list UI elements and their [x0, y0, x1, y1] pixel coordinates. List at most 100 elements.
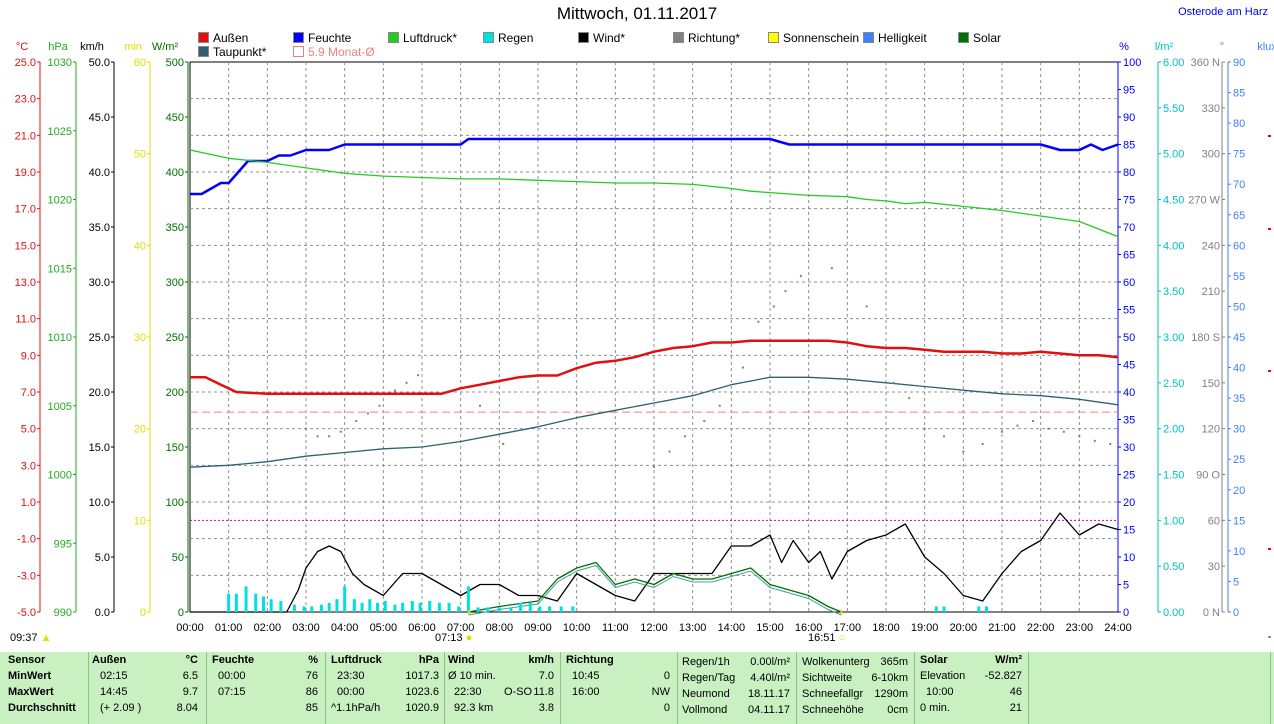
aussen-max-time: 14:45 [100, 686, 128, 698]
klux-tick-label: 60 [1233, 240, 1245, 252]
solar-column: Solar W/m² Elevation -52.827 10:00 46 0 min… [920, 652, 1024, 724]
kmh-tick-label: 0.0 [95, 607, 110, 619]
temp-tick-label: 25.0 [15, 57, 36, 69]
x-tick-label: 12:00 [640, 622, 668, 634]
klux-tick-label: 0 [1233, 607, 1239, 619]
luftdruck-max-time: 00:00 [337, 686, 365, 698]
hpa-tick-label: 1010 [48, 332, 72, 344]
feuchte-avg-value: 85 [305, 702, 318, 714]
temp-tick-label: 3.0 [21, 460, 36, 472]
wind-max-direction: O-SO [504, 686, 533, 698]
luftdruck-min-time: 23:30 [337, 670, 365, 682]
direction-point [479, 404, 481, 407]
kmh-axis-unit: km/h [80, 41, 104, 53]
solar-header: Solar [920, 654, 948, 666]
wm2-tick-label: 200 [166, 387, 184, 399]
stats-footer: Sensor MinWert MaxWert Durchschnitt Auße… [0, 652, 1274, 724]
taupunkt-series-line [189, 376, 1119, 468]
legend-label: Solar [973, 31, 1002, 45]
sunrise-marker [468, 610, 471, 614]
klux-tick-label: 10 [1233, 546, 1245, 558]
x-tick-label: 15:00 [756, 622, 784, 634]
solar-unit: W/m² [995, 654, 1022, 666]
legend-swatch [293, 46, 304, 57]
x-tick-label: 11:00 [602, 622, 629, 634]
legend-label: Wind* [593, 31, 626, 45]
kmh-tick-label: 50.0 [89, 57, 110, 69]
legend-swatch [768, 32, 779, 43]
direction-point [1093, 439, 1096, 442]
richtung-max-time: 16:00 [572, 686, 600, 698]
deg-tick-label: 60 [1208, 515, 1220, 527]
klux-tick-label: 70 [1233, 179, 1245, 191]
rain-bar [571, 606, 575, 612]
rain-bar [335, 599, 339, 612]
deg-tick-label: 150 [1202, 378, 1220, 390]
kmh-tick-label: 10.0 [89, 497, 110, 509]
schneehoehe-label: Schneehöhe [802, 704, 864, 716]
feuchte-max-time: 07:15 [218, 686, 246, 698]
klux-tick-label: 25 [1233, 454, 1245, 466]
rain-bar [227, 593, 231, 612]
temp-tick-label: -1.0 [17, 534, 36, 546]
direction-point [502, 442, 505, 445]
wolken-column: Wolkenunterg 365m Sichtweite 6-10km Schnee… [802, 652, 910, 724]
direction-point [718, 404, 721, 407]
direction-point [1031, 420, 1034, 423]
pct-tick-label: 25 [1123, 470, 1135, 482]
rain-bar [292, 604, 296, 612]
lm2-tick-label: 5.00 [1163, 149, 1184, 161]
rain-bar [447, 602, 451, 612]
direction-point [923, 427, 926, 430]
legend-item: Außen [198, 31, 248, 45]
rain-bar [254, 593, 258, 612]
sunset-marker [840, 610, 843, 614]
x-tick-label: 10:00 [563, 622, 591, 634]
pct-tick-label: 5 [1123, 580, 1129, 592]
wind-header: Wind [448, 654, 475, 666]
rain-bar [360, 602, 364, 612]
temp-tick-label: -5.0 [17, 607, 36, 619]
feuchte-min-value: 76 [305, 670, 318, 682]
rain-bar [457, 606, 461, 612]
hpa-axis-unit: hPa [48, 41, 68, 53]
temp-tick-label: 19.0 [15, 167, 36, 179]
rain-bar [234, 593, 238, 612]
regen-tag-label: Regen/Tag [682, 672, 736, 684]
x-tick-label: 16:00 [795, 622, 823, 634]
klux-tick-label: 30 [1233, 424, 1245, 436]
luftdruck-series-line [189, 149, 1119, 238]
wm2-tick-label: 350 [166, 222, 184, 234]
wm2-tick-label: 450 [166, 112, 184, 124]
pct-tick-label: 35 [1123, 415, 1135, 427]
legend-swatch [198, 32, 209, 43]
pct-tick-label: 0 [1123, 607, 1129, 619]
direction-point [865, 305, 868, 308]
x-tick-label: 14:00 [718, 622, 746, 634]
rain-bar [934, 606, 938, 612]
pct-tick-label: 100 [1123, 57, 1141, 69]
deg-tick-label: 300 [1202, 149, 1220, 161]
rain-bar [548, 606, 552, 612]
legend-label: Luftdruck* [403, 31, 458, 45]
schneehoehe-value: 0cm [887, 704, 908, 716]
legend-swatch [958, 32, 969, 43]
x-tick-label: 18:00 [872, 622, 900, 634]
rain-bar [486, 607, 490, 612]
sensor-column: Sensor MinWert MaxWert Durchschnitt [8, 652, 88, 724]
legend-item: Taupunkt* [198, 45, 266, 59]
regen-1h-value: 0.00l/m² [750, 656, 790, 668]
legend-swatch [388, 32, 399, 43]
edge-marker [1268, 370, 1271, 372]
legend-item: 5.9 Monat-Ø [293, 45, 375, 59]
klux-tick-label: 80 [1233, 118, 1245, 130]
temp-tick-label: 9.0 [21, 350, 36, 362]
klux-tick-label: 35 [1233, 393, 1245, 405]
feuchte-max-value: 86 [305, 686, 318, 698]
temp-tick-label: -3.0 [17, 570, 36, 582]
pct-tick-label: 95 [1123, 85, 1135, 97]
legend-swatch [198, 46, 209, 57]
lm2-tick-label: 0.50 [1163, 561, 1184, 573]
legend-item: Sonnenschein [768, 31, 859, 45]
regen-1h-label: Regen/1h [682, 656, 730, 668]
